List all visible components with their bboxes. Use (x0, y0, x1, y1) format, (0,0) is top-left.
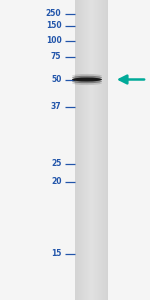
Bar (80, 0, 81, 300)
Bar (78, 0, 79, 300)
Text: 75: 75 (51, 52, 62, 62)
Bar (84, 0, 85, 300)
Bar (95, 0, 96, 300)
Bar (93, 0, 94, 300)
Bar (83, 0, 84, 300)
Bar (102, 0, 103, 300)
Text: 37: 37 (51, 102, 61, 111)
Bar (75, 0, 76, 300)
Bar (85, 0, 86, 300)
Bar (92, 0, 93, 300)
Bar (100, 0, 101, 300)
Text: 150: 150 (46, 21, 62, 30)
Bar (96, 0, 97, 300)
Bar (79, 0, 80, 300)
Text: 20: 20 (51, 177, 62, 186)
Bar (99, 0, 100, 300)
Text: 100: 100 (46, 36, 62, 45)
Ellipse shape (72, 77, 102, 82)
Bar (101, 0, 102, 300)
Bar (98, 0, 99, 300)
Bar (81, 0, 82, 300)
Bar (90, 0, 91, 300)
Bar (106, 0, 107, 300)
Bar (104, 0, 105, 300)
Bar (88, 0, 89, 300)
Bar (94, 0, 95, 300)
Ellipse shape (72, 74, 102, 78)
Bar (87, 0, 88, 300)
Text: 250: 250 (46, 9, 62, 18)
Bar (86, 0, 87, 300)
Text: 25: 25 (51, 159, 62, 168)
Ellipse shape (72, 79, 102, 83)
Ellipse shape (72, 81, 102, 85)
Text: 15: 15 (51, 249, 62, 258)
Bar (97, 0, 98, 300)
Bar (77, 0, 78, 300)
Bar (82, 0, 83, 300)
Bar (76, 0, 77, 300)
Bar (107, 0, 108, 300)
Text: 50: 50 (51, 75, 62, 84)
Ellipse shape (72, 76, 102, 80)
Bar (89, 0, 90, 300)
Bar (105, 0, 106, 300)
Bar (103, 0, 104, 300)
